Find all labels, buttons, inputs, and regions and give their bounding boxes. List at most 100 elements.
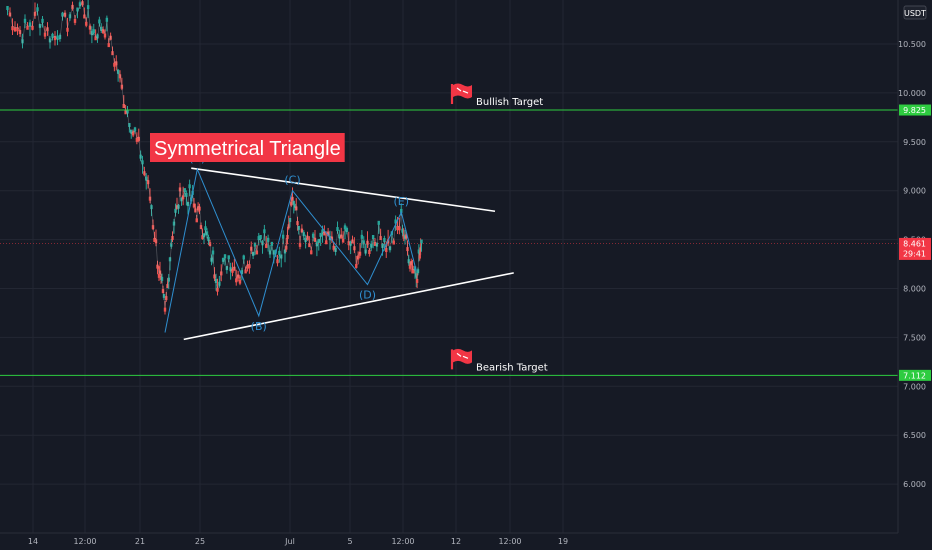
candle-body <box>366 240 369 245</box>
candle-body <box>177 204 180 209</box>
candle-body <box>288 218 292 223</box>
candle-body <box>133 127 137 132</box>
elliott-wave-path[interactable] <box>164 167 417 333</box>
candle-body <box>411 269 414 274</box>
candle-body <box>345 227 349 232</box>
candle-body <box>235 278 238 283</box>
candle-body <box>394 219 397 224</box>
candle-body <box>381 243 384 248</box>
currency-box[interactable] <box>903 5 927 20</box>
candle-body <box>418 254 421 259</box>
y-tick-label: 10.500 <box>898 40 926 49</box>
candle-body <box>162 293 166 298</box>
candle-body <box>221 257 225 262</box>
candle-body <box>291 196 294 201</box>
candle-body <box>46 27 49 32</box>
candle-body <box>242 255 245 260</box>
candle-body <box>286 234 289 239</box>
candle-body <box>161 289 165 294</box>
candle-body <box>165 296 168 301</box>
candle-body <box>292 200 295 205</box>
candle-body <box>351 239 354 244</box>
candle-body <box>53 36 57 41</box>
candle-body <box>270 241 274 246</box>
candle-body <box>168 257 172 262</box>
bullish-price-badge-box[interactable] <box>899 104 931 116</box>
candle-body <box>360 234 364 239</box>
candle-body <box>143 171 146 176</box>
candle-body <box>240 270 244 275</box>
y-tick-label: 9.000 <box>903 187 926 196</box>
candle-body <box>373 241 377 246</box>
candle-body <box>406 247 409 252</box>
candle-body <box>199 225 203 230</box>
candle-body <box>96 34 99 39</box>
candle-body <box>36 7 39 12</box>
candle-body <box>300 228 304 233</box>
candle-body <box>146 180 150 185</box>
candle-body <box>66 27 69 32</box>
candle-body <box>375 242 379 247</box>
candle-body <box>355 263 358 268</box>
candle-body <box>417 249 421 254</box>
candle-body <box>192 203 196 208</box>
triangle-upper-trendline[interactable] <box>191 167 496 213</box>
candle-body <box>92 29 95 34</box>
x-tick-label: 14 <box>28 537 38 546</box>
time-axis-ticks: 14 12:00 21 25 Jul 5 12:00 12 12:00 19 <box>28 537 568 546</box>
candle-body <box>278 250 281 255</box>
wave-label: (D) <box>359 289 376 302</box>
candle-body <box>172 221 176 226</box>
candle-body <box>181 195 185 200</box>
candle-body <box>392 240 395 245</box>
candle-body <box>248 264 251 269</box>
triangle-lower-trendline[interactable] <box>183 272 514 341</box>
candle-body <box>186 202 190 207</box>
candle-body <box>145 176 148 181</box>
candle-body <box>306 235 309 240</box>
candle-body <box>90 31 94 36</box>
time-axis-panel[interactable] <box>0 533 932 550</box>
candle-body <box>298 242 302 247</box>
wave-label: (B) <box>251 320 267 333</box>
candle-body <box>116 69 120 74</box>
candle-body <box>109 35 112 40</box>
bearish-target-label[interactable]: Bearish Target <box>476 362 548 373</box>
bullish-price-badge-value: 9.825 <box>903 106 926 115</box>
candle-body <box>253 242 257 247</box>
pattern-title-box[interactable] <box>150 133 345 162</box>
candle-body <box>178 187 182 192</box>
candle-body <box>86 5 90 10</box>
flag-cloth <box>453 348 472 364</box>
bullish-target-label[interactable]: Bullish Target <box>476 97 543 108</box>
pattern-title: Symmetrical Triangle <box>154 138 341 160</box>
candle-body <box>118 74 122 79</box>
candle-body <box>194 208 197 213</box>
candle-body <box>315 242 319 247</box>
bearish-flag-icon <box>450 348 472 370</box>
candle-body <box>297 225 300 230</box>
candle-body <box>196 206 200 211</box>
current-price-badge-box[interactable] <box>899 237 931 260</box>
candle-body <box>130 129 133 134</box>
candle-body <box>163 307 167 312</box>
candle-body <box>113 62 116 67</box>
candle-body <box>158 270 162 275</box>
candle-body <box>18 30 22 35</box>
candle-body <box>362 240 365 245</box>
candle-body <box>416 269 420 274</box>
candle-body <box>131 131 135 136</box>
candle-body <box>227 255 230 260</box>
candle-body <box>233 266 236 271</box>
candle-body <box>174 208 177 213</box>
candle-body <box>268 250 272 255</box>
candle-body <box>16 27 19 32</box>
bearish-price-badge-box[interactable] <box>899 369 931 381</box>
candle-body <box>358 251 362 256</box>
price-axis-panel[interactable] <box>898 0 932 550</box>
candle-body <box>202 233 206 238</box>
bullish-flag-icon <box>450 83 472 105</box>
candle-body <box>257 236 260 241</box>
